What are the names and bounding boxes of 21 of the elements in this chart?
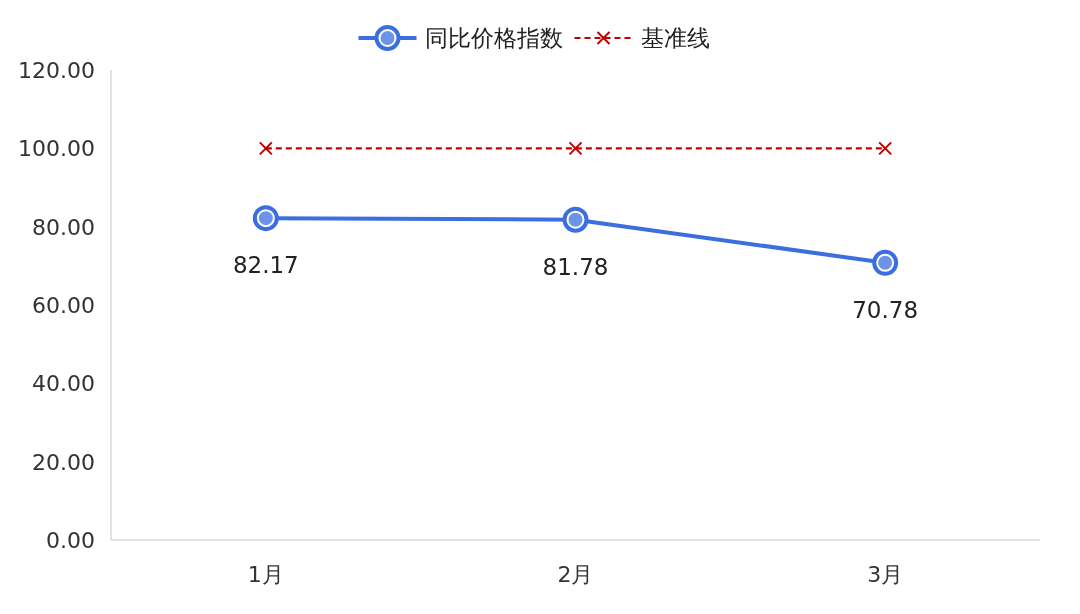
point — [878, 141, 893, 156]
y-tick-label: 0.00 — [46, 528, 95, 553]
x-tick-label: 2月 — [557, 562, 594, 587]
y-tick-label: 100.00 — [18, 136, 95, 162]
point — [562, 206, 589, 233]
point — [252, 205, 279, 232]
y-tick-label: 120.00 — [18, 58, 95, 83]
point — [258, 141, 273, 156]
x-tick-label: 1月 — [247, 562, 284, 587]
y-tick-label: 20.00 — [32, 449, 95, 475]
data-label: 82.17 — [232, 252, 299, 279]
x-tick-label: 3月 — [867, 562, 904, 587]
legend-label: 基准线 — [640, 25, 710, 51]
legend-label: 同比价格指数 — [424, 25, 563, 51]
data-label: 70.78 — [852, 296, 919, 323]
y-tick-label: 40.00 — [32, 371, 95, 397]
data-label: 81.78 — [542, 253, 609, 280]
point — [872, 249, 899, 276]
y-tick-label: 80.00 — [32, 214, 95, 240]
y-tick-label: 60.00 — [32, 293, 95, 318]
point — [568, 141, 583, 156]
